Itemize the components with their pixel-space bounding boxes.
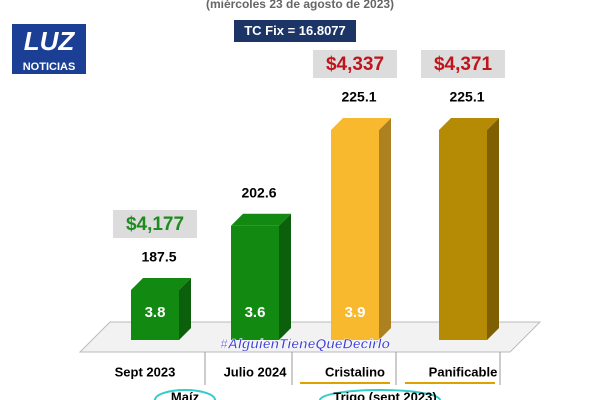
inner-label: 3.8: [145, 304, 166, 321]
inner-label: 3.6: [245, 304, 266, 321]
bar-side: [379, 118, 391, 340]
bar: [131, 290, 179, 340]
x-tick-label: Julio 2024: [224, 364, 288, 379]
bar-side: [179, 278, 191, 340]
x-tick-label: Cristalino: [325, 364, 385, 379]
value-label: 202.6: [241, 184, 276, 200]
logo-bottom: NOTICIAS: [23, 61, 76, 73]
value-label: 187.5: [141, 249, 176, 265]
bar-side: [279, 213, 291, 340]
bar-shade: [279, 213, 291, 340]
logo-top: LUZ: [24, 26, 76, 56]
price-box: [421, 50, 505, 78]
price-label: $4,337: [326, 54, 384, 75]
exchange-rate: TC Fix = 16.8077: [244, 23, 346, 38]
price-box: [313, 50, 397, 78]
inner-label: 3.9: [345, 304, 366, 321]
bar: [439, 130, 487, 340]
bar-top: [131, 278, 191, 290]
bar-top: [439, 118, 499, 130]
group-label: Maíz: [171, 389, 200, 400]
bar-shade: [179, 278, 191, 340]
group-oval: [319, 389, 441, 400]
bar-shade: [379, 118, 391, 340]
group-oval: [154, 389, 216, 400]
bar: [331, 130, 379, 340]
subtitle: (miércoles 23 de agosto de 2023): [206, 0, 394, 11]
floor: [78, 321, 542, 353]
bar-top: [231, 213, 291, 226]
watermark: #AlguienTieneQueDecirlo: [220, 336, 391, 352]
bar: [231, 225, 279, 340]
bar-side: [487, 118, 499, 340]
group-label: Trigo (sept 2023): [333, 389, 436, 400]
rate-box: [234, 20, 356, 42]
value-label: 225.1: [341, 89, 376, 105]
value-label: 225.1: [449, 89, 484, 105]
price-label: $4,177: [126, 214, 184, 235]
bar-shade: [487, 118, 499, 340]
x-tick-label: Panificable: [429, 364, 498, 379]
x-tick-label: Sept 2023: [115, 364, 176, 379]
price-label: $4,371: [434, 54, 493, 75]
bar-top: [331, 118, 391, 130]
price-box: [113, 210, 197, 238]
logo: [12, 24, 86, 74]
